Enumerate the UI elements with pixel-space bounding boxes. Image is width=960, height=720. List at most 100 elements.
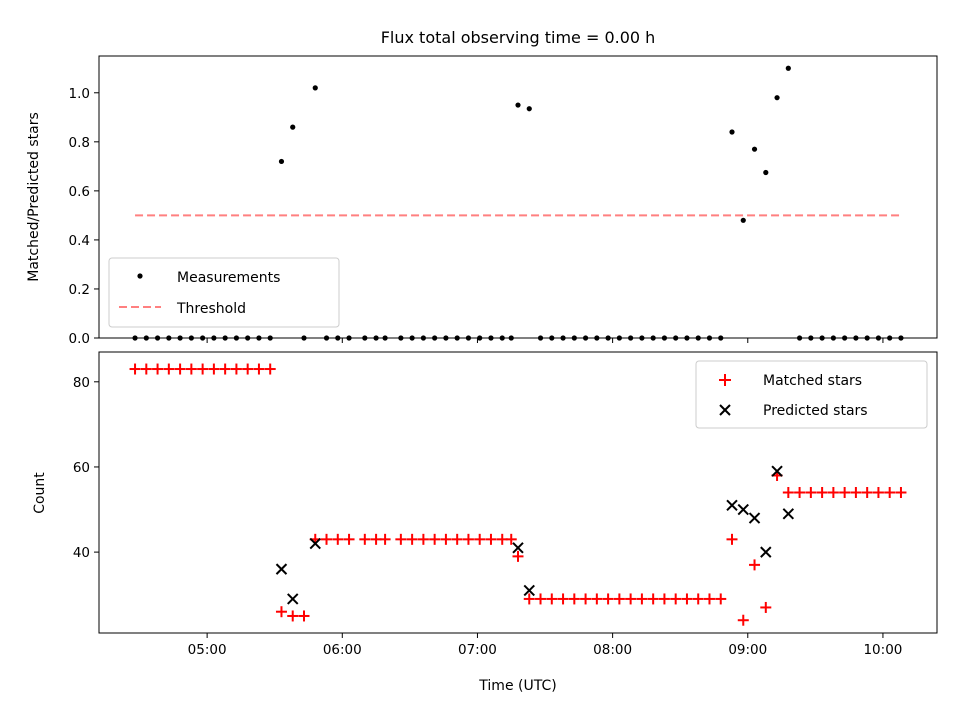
matched-star-point bbox=[568, 593, 580, 605]
predicted-star-point bbox=[748, 512, 761, 524]
matched-star-point bbox=[850, 487, 862, 498]
matched-star-point bbox=[872, 487, 884, 498]
y-axis-label: Count bbox=[32, 472, 48, 514]
y-tick-label: 0.2 bbox=[69, 282, 90, 298]
matched-star-point bbox=[219, 363, 231, 375]
plot-frame bbox=[98, 55, 938, 339]
matched-star-point bbox=[332, 533, 344, 545]
plot-frame bbox=[98, 351, 938, 634]
matched-star-point bbox=[230, 363, 242, 375]
matched-star-point bbox=[208, 363, 220, 375]
y-tick-label: 80 bbox=[73, 375, 90, 391]
matched-star-point bbox=[760, 601, 772, 613]
measurement-point bbox=[312, 85, 318, 91]
matched-star-point bbox=[794, 487, 806, 498]
legend-marker-predicted bbox=[719, 404, 731, 416]
matched-star-point bbox=[737, 614, 749, 626]
legend-label-threshold: Threshold bbox=[176, 301, 246, 317]
y-tick-label: 0.0 bbox=[69, 331, 90, 347]
predicted-star-point bbox=[309, 537, 321, 550]
matched-star-point bbox=[197, 363, 209, 375]
count-plot-panel: Count Time (UTC) 05:00 06:00 07:00 08:00 09:… bbox=[32, 351, 938, 694]
measurement-point bbox=[526, 106, 532, 112]
matched-star-point bbox=[658, 593, 670, 605]
matched-star-point bbox=[670, 593, 682, 605]
matched-star-point bbox=[174, 363, 186, 375]
matched-star-point bbox=[379, 533, 391, 545]
matched-star-point bbox=[839, 487, 851, 498]
measurement-point bbox=[740, 217, 746, 223]
measurement-point bbox=[515, 102, 521, 108]
matched-star-point bbox=[242, 363, 254, 375]
matched-star-point bbox=[264, 363, 276, 375]
matched-star-point bbox=[591, 593, 603, 605]
y-tick-label: 40 bbox=[73, 545, 90, 561]
matched-star-point bbox=[523, 593, 535, 605]
matched-star-point bbox=[895, 487, 907, 498]
matched-star-point bbox=[440, 533, 452, 545]
measurement-point bbox=[763, 169, 769, 176]
matched-star-point bbox=[580, 593, 592, 605]
matched-star-point bbox=[782, 487, 794, 498]
measurement-point bbox=[785, 65, 791, 71]
legend-box bbox=[695, 360, 928, 429]
predicted-star-point bbox=[782, 508, 795, 520]
measurement-point bbox=[774, 95, 780, 101]
predicted-star-point bbox=[275, 563, 288, 575]
matched-star-point bbox=[298, 610, 310, 622]
matched-star-point bbox=[406, 533, 418, 545]
legend-marker-measurements bbox=[137, 273, 143, 279]
x-tick-label: 07:00 bbox=[458, 642, 497, 658]
matched-star-point bbox=[703, 593, 715, 605]
matched-star-point bbox=[647, 593, 659, 605]
predicted-star-point bbox=[523, 584, 535, 597]
matched-star-point bbox=[613, 593, 625, 605]
count-plot-marks bbox=[129, 363, 907, 626]
matched-star-point bbox=[512, 550, 524, 562]
matched-star-point bbox=[462, 533, 474, 545]
measurement-point bbox=[729, 129, 735, 135]
predicted-star-point bbox=[726, 499, 738, 511]
y-tick-label: 1.0 bbox=[69, 86, 90, 102]
x-tick-label: 08:00 bbox=[593, 642, 632, 658]
matched-star-point bbox=[343, 533, 355, 545]
matched-star-point bbox=[715, 593, 727, 605]
measurement-point bbox=[290, 124, 296, 130]
legend-label-matched: Matched stars bbox=[763, 373, 862, 389]
matched-star-point bbox=[726, 533, 738, 545]
legend: Matched stars Predicted stars bbox=[695, 360, 928, 429]
count-plot-axes: 05:00 06:00 07:00 08:00 09:00 10:00 40 60 80 bbox=[73, 375, 903, 658]
legend-marker-matched bbox=[719, 374, 731, 386]
y-tick-label: 0.4 bbox=[69, 233, 90, 249]
y-axis-label: Matched/Predicted stars bbox=[26, 112, 42, 282]
ratio-plot-panel: Flux total observing time = 0.00 h Match… bbox=[26, 28, 938, 347]
matched-star-point bbox=[861, 487, 873, 498]
measurement-point bbox=[751, 146, 758, 152]
matched-star-point bbox=[451, 533, 463, 545]
matched-star-point bbox=[485, 533, 497, 545]
matched-star-point bbox=[163, 363, 175, 375]
predicted-star-point bbox=[512, 542, 524, 554]
matched-star-point bbox=[253, 363, 265, 375]
chart-title: Flux total observing time = 0.00 h bbox=[381, 28, 656, 47]
matched-star-point bbox=[395, 533, 407, 545]
x-tick-label: 05:00 bbox=[188, 642, 227, 658]
matched-star-point bbox=[321, 533, 333, 545]
matched-star-point bbox=[129, 363, 141, 375]
matched-star-point bbox=[429, 533, 441, 545]
legend-box bbox=[108, 257, 340, 328]
measurement-point bbox=[278, 158, 285, 165]
y-tick-label: 0.8 bbox=[69, 135, 90, 151]
matched-star-point bbox=[816, 487, 828, 498]
x-tick-label: 10:00 bbox=[863, 642, 902, 658]
legend-label-measurements: Measurements bbox=[177, 270, 280, 286]
matched-star-point bbox=[636, 593, 648, 605]
x-axis-label: Time (UTC) bbox=[478, 678, 556, 694]
matched-star-point bbox=[275, 606, 287, 618]
matched-star-point bbox=[474, 533, 486, 545]
matched-star-point bbox=[140, 363, 152, 375]
x-tick-label: 09:00 bbox=[728, 642, 767, 658]
matched-star-point bbox=[185, 363, 197, 375]
predicted-star-point bbox=[737, 503, 749, 516]
